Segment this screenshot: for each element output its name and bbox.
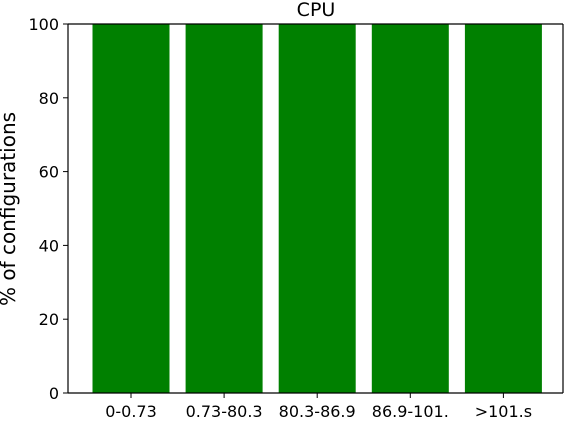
- y-tick-label-4: 80: [39, 89, 59, 108]
- x-ticks-group: 0-0.73 0.73-80.3 80.3-86.9 86.9-101. >101.s: [105, 393, 532, 421]
- y-tick-label-2: 40: [39, 236, 59, 255]
- bar-1: [185, 24, 263, 393]
- x-tick-label-2: 80.3-86.9: [279, 402, 356, 421]
- y-ticks-group: 0 20 40 60 80 100: [28, 15, 68, 403]
- y-tick-label-5: 100: [28, 15, 59, 34]
- bar-2: [278, 24, 356, 393]
- chart-title: CPU: [297, 0, 336, 21]
- x-tick-label-0: 0-0.73: [105, 402, 157, 421]
- x-tick-label-1: 0.73-80.3: [186, 402, 263, 421]
- axes-group: [67, 23, 564, 394]
- y-axis-label: % of configurations: [0, 112, 20, 306]
- bar-4: [464, 24, 542, 393]
- y-tick-label-3: 60: [39, 163, 59, 182]
- x-tick-label-3: 86.9-101.: [372, 402, 449, 421]
- y-tick-label-0: 0: [49, 384, 59, 403]
- x-tick-label-4: >101.s: [475, 402, 532, 421]
- bar-0: [92, 24, 170, 393]
- bar-3: [371, 24, 449, 393]
- y-tick-label-1: 20: [39, 310, 59, 329]
- bars-group: [92, 24, 542, 393]
